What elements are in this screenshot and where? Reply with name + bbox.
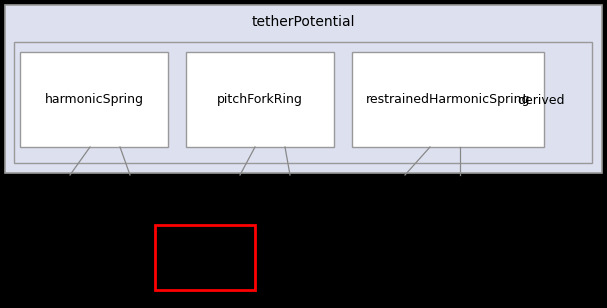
Bar: [20, 52, 168, 147]
Text: derived: derived: [518, 94, 565, 107]
Bar: [5, 5, 602, 173]
Bar: [155, 225, 255, 290]
Text: restrainedHarmonicSpring: restrainedHarmonicSpring: [366, 93, 531, 106]
Text: harmonicSpring: harmonicSpring: [44, 93, 143, 106]
Bar: [186, 52, 334, 147]
Bar: [14, 42, 592, 163]
Text: tetherPotential: tetherPotential: [251, 15, 354, 29]
Bar: [352, 52, 544, 147]
Text: pitchForkRing: pitchForkRing: [217, 93, 303, 106]
